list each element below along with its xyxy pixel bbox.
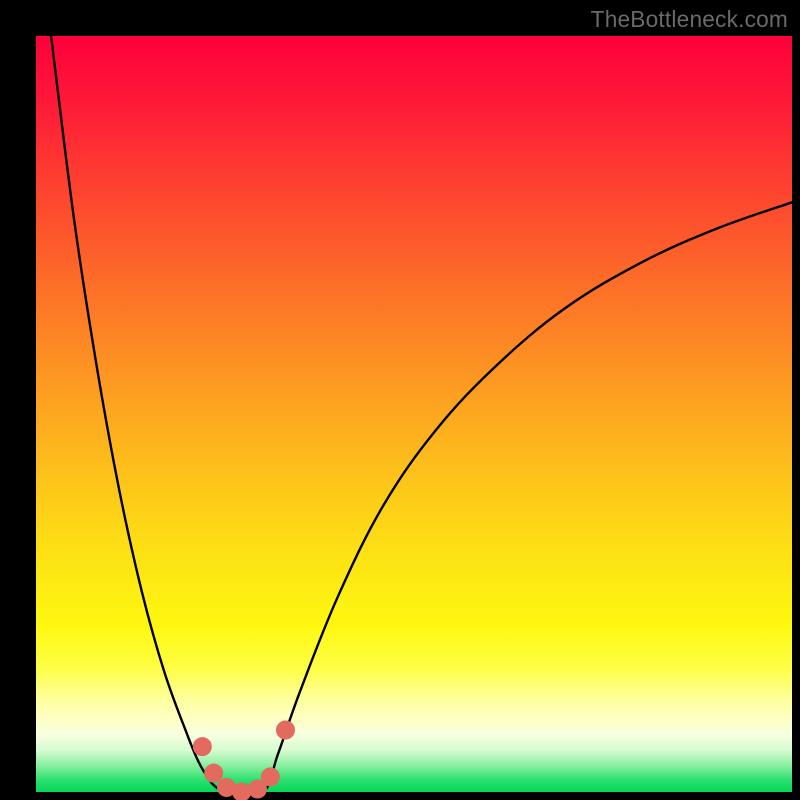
chart-frame: TheBottleneck.com <box>0 0 800 800</box>
bottleneck-curve <box>51 36 792 795</box>
curve-markers <box>193 721 294 800</box>
plot-area <box>36 36 792 792</box>
curve-layer <box>36 36 792 792</box>
watermark-text: TheBottleneck.com <box>591 6 788 33</box>
marker-point <box>261 768 279 786</box>
marker-point <box>276 721 294 739</box>
marker-point <box>205 764 223 782</box>
marker-point <box>233 783 251 800</box>
marker-point <box>193 738 211 756</box>
